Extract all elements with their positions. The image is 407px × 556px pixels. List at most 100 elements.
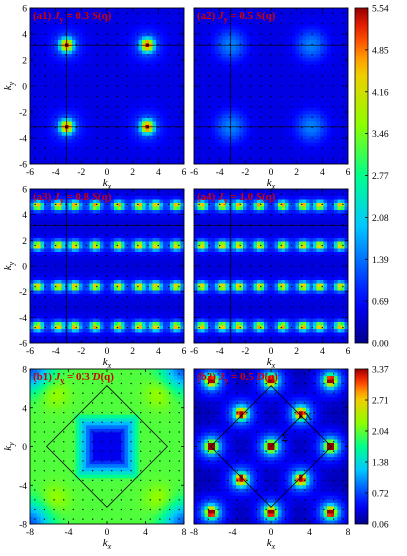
- heatmap-cell: [114, 8, 118, 13]
- grid-dot: [208, 64, 210, 66]
- heatmap-cell: [215, 107, 219, 112]
- heatmap-cell: [327, 8, 331, 13]
- heatmap-cell: [218, 8, 223, 13]
- heatmap-cell: [330, 160, 335, 164]
- heatmap-cell: [299, 61, 303, 66]
- grid-dot: [321, 116, 323, 118]
- heatmap-cell: [173, 192, 178, 197]
- heatmap-cell: [239, 71, 244, 76]
- heatmap-cell: [236, 54, 240, 59]
- heatmap-cell: [159, 15, 164, 20]
- heatmap-cell: [253, 25, 258, 30]
- heatmap-cell: [323, 22, 328, 27]
- heatmap-cell: [295, 100, 300, 105]
- heatmap-cell: [152, 39, 157, 44]
- heatmap-cell: [274, 146, 279, 151]
- heatmap-cell: [131, 54, 136, 59]
- grid-dot: [44, 147, 46, 149]
- heatmap-cell: [163, 82, 167, 87]
- grid-dot: [147, 127, 149, 129]
- heatmap-cell: [211, 96, 216, 101]
- heatmap-cell: [142, 213, 146, 218]
- heatmap-cell: [156, 71, 160, 76]
- heatmap-cell: [344, 142, 348, 147]
- heatmap-cell: [159, 93, 164, 98]
- heatmap-cell: [225, 160, 230, 164]
- heatmap-cell: [239, 25, 244, 30]
- heatmap-cell: [89, 210, 94, 214]
- heatmap-cell: [180, 107, 184, 112]
- heatmap-cell: [197, 32, 202, 37]
- heatmap-cell: [114, 121, 118, 126]
- heatmap-cell: [170, 54, 174, 59]
- grid-dot: [65, 43, 67, 45]
- grid-dot: [65, 116, 67, 118]
- heatmap-cell: [330, 153, 335, 158]
- heatmap-cell: [218, 25, 223, 30]
- heatmap-cell: [250, 96, 254, 101]
- heatmap-cell: [135, 132, 139, 137]
- heatmap-cell: [250, 68, 254, 73]
- heatmap-cell: [243, 22, 247, 27]
- grid-dot: [157, 106, 159, 108]
- grid-dot: [229, 95, 231, 97]
- heatmap-cell: [103, 135, 108, 140]
- heatmap-cell: [316, 117, 321, 122]
- heatmap-cell: [163, 135, 167, 140]
- heatmap-cell: [51, 100, 55, 105]
- heatmap-cell: [239, 142, 244, 147]
- heatmap-cell: [334, 15, 338, 20]
- heatmap-cell: [201, 110, 205, 115]
- grid-dot: [116, 85, 118, 87]
- heatmap-cell: [218, 29, 223, 34]
- heatmap-cell: [89, 199, 94, 204]
- heatmap-cell: [152, 82, 157, 87]
- heatmap-cell: [163, 71, 167, 76]
- heatmap-cell: [79, 96, 83, 101]
- heatmap-cell: [100, 146, 104, 151]
- grid-dot: [239, 116, 241, 118]
- heatmap-cell: [309, 128, 314, 133]
- heatmap-cell: [320, 54, 324, 59]
- heatmap-cell: [271, 96, 275, 101]
- heatmap-cell: [107, 146, 111, 151]
- heatmap-cell: [278, 142, 282, 147]
- heatmap-cell: [128, 189, 132, 193]
- heatmap-cell: [246, 103, 251, 108]
- heatmap-cell: [152, 139, 157, 144]
- heatmap-cell: [138, 135, 143, 140]
- grid-dot: [106, 158, 108, 160]
- heatmap-cell: [177, 217, 181, 221]
- heatmap-cell: [288, 132, 293, 137]
- grid-dot: [290, 137, 293, 139]
- heatmap-cell: [128, 160, 132, 164]
- grid-dot: [106, 137, 108, 139]
- heatmap-cell: [278, 93, 282, 98]
- heatmap-cell: [128, 93, 132, 98]
- heatmap-cell: [170, 86, 174, 91]
- heatmap-cell: [156, 139, 160, 144]
- heatmap-cell: [89, 107, 94, 112]
- heatmap-cell: [239, 117, 244, 122]
- heatmap-cell: [208, 128, 212, 133]
- heatmap-cell: [159, 61, 164, 66]
- heatmap-cell: [51, 146, 55, 151]
- heatmap-cell: [302, 93, 307, 98]
- heatmap-cell: [201, 15, 205, 20]
- heatmap-cell: [204, 18, 209, 23]
- heatmap-cell: [327, 78, 331, 83]
- heatmap-cell: [54, 220, 59, 225]
- heatmap-cell: [33, 89, 38, 94]
- heatmap-cell: [211, 156, 216, 161]
- heatmap-cell: [246, 18, 251, 23]
- heatmap-cell: [89, 50, 94, 55]
- heatmap-cell: [253, 68, 258, 73]
- heatmap-cell: [152, 64, 157, 69]
- heatmap-cell: [250, 78, 254, 83]
- grid-dot: [75, 95, 77, 97]
- heatmap-cell: [197, 18, 202, 23]
- heatmap-cell: [232, 54, 237, 59]
- heatmap-cell: [274, 25, 279, 30]
- heatmap-cell: [93, 132, 97, 137]
- heatmap-cell: [93, 22, 97, 27]
